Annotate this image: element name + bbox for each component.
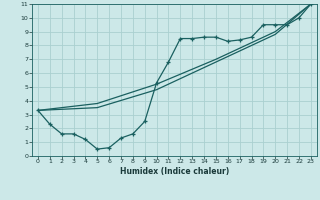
X-axis label: Humidex (Indice chaleur): Humidex (Indice chaleur) [120,167,229,176]
